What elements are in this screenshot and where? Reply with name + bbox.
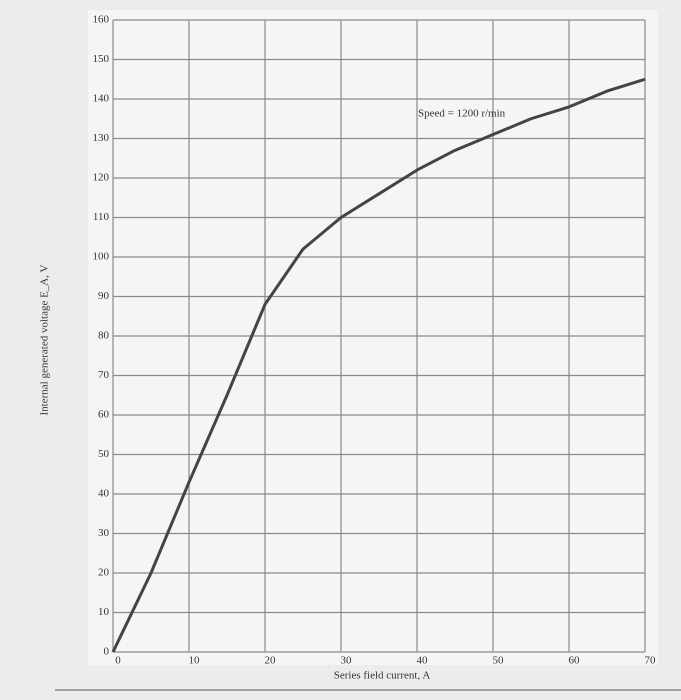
x-tick-label: 0	[115, 655, 121, 667]
y-tick-label: 20	[98, 567, 110, 579]
x-tick-label: 70	[645, 655, 657, 667]
y-tick-label: 140	[93, 93, 110, 105]
y-tick-label: 40	[98, 488, 110, 500]
y-tick-label: 110	[93, 211, 110, 223]
x-tick-label: 30	[341, 655, 353, 667]
x-tick-label: 10	[189, 655, 201, 667]
y-tick-label: 90	[98, 290, 110, 302]
curve	[111, 77, 646, 653]
y-tick-label: 150	[93, 53, 110, 65]
y-tick-label: 30	[98, 527, 110, 539]
x-tick-label: 20	[265, 655, 277, 667]
y-tick-label: 70	[98, 369, 110, 381]
y-tick-label: 160	[93, 14, 110, 26]
paper	[88, 10, 658, 665]
x-tick-label: 60	[569, 655, 581, 667]
x-axis-label: Series field current, A	[334, 670, 431, 682]
annotation: Speed = 1200 r/min	[418, 108, 506, 120]
y-tick-label: 50	[98, 448, 110, 460]
x-tick-label: 50	[493, 655, 505, 667]
y-tick-label: 120	[93, 172, 110, 184]
y-tick-label: 10	[98, 606, 110, 618]
x-tick-label: 40	[417, 655, 429, 667]
y-tick-label: 100	[93, 251, 110, 263]
y-tick-label: 80	[98, 330, 110, 342]
y-tick-label: 130	[93, 132, 110, 144]
y-tick-label: 0	[104, 646, 110, 658]
y-tick-label: 60	[98, 409, 110, 421]
y-axis-label: Internal generated voltage E_A, V	[39, 264, 51, 415]
